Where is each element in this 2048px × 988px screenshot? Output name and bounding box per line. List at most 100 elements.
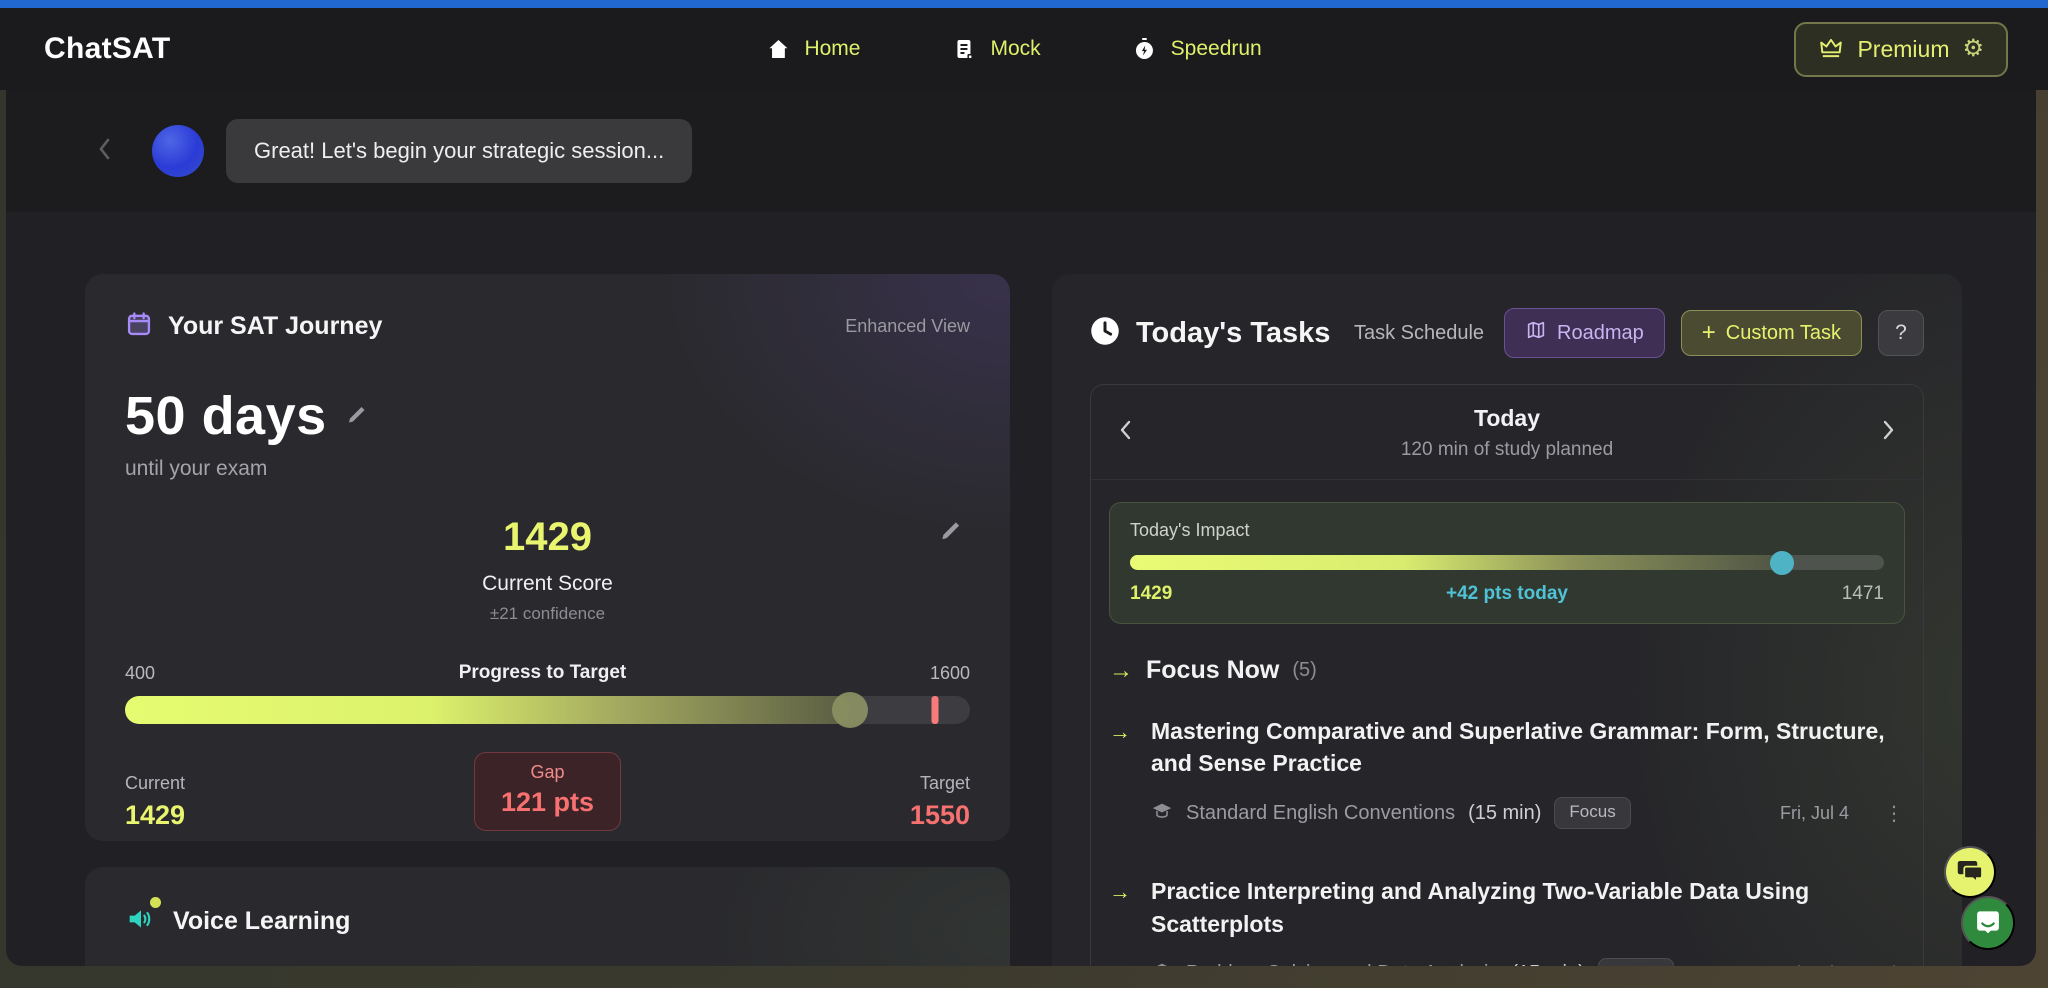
settings-gear-icon[interactable]: ⚙ — [1962, 35, 1984, 62]
focus-badge: Focus — [1597, 957, 1675, 966]
todays-impact-panel: Today's Impact 1429 +42 pts today 1471 — [1109, 502, 1905, 624]
nav-menu: Home Mock Speedrun — [766, 37, 1262, 61]
chat-fab-button[interactable] — [1944, 846, 1996, 898]
premium-label: Premium — [1857, 35, 1950, 62]
days-remaining-value: 50 days — [125, 386, 327, 446]
focus-now-heading: → Focus Now (5) — [1109, 656, 1905, 685]
chat-bubbles-icon — [1955, 856, 1985, 889]
mock-exam-icon — [952, 37, 976, 61]
task-list: → Mastering Comparative and Superlative … — [1109, 715, 1905, 966]
assistant-chat-strip: Great! Let's begin your strategic sessio… — [6, 90, 2036, 212]
target-stat-label: Target — [919, 773, 970, 793]
nav-item-mock[interactable]: Mock — [952, 37, 1041, 61]
messenger-smile-icon — [1973, 907, 2003, 940]
tasks-card-title: Today's Tasks — [1136, 316, 1331, 349]
app-logo: ChatSAT — [44, 32, 171, 65]
top-accent-bar — [0, 0, 2048, 8]
current-stat-value: 1429 — [125, 800, 186, 830]
nav-item-home[interactable]: Home — [766, 37, 860, 61]
schedule-panel: Today 120 min of study planned Today's I… — [1090, 384, 1924, 966]
enhanced-view-label: Enhanced View — [845, 316, 970, 336]
crown-icon — [1818, 35, 1844, 64]
nav-item-label: Speedrun — [1170, 37, 1262, 60]
custom-task-label: Custom Task — [1725, 321, 1841, 344]
home-icon — [766, 37, 790, 61]
task-menu-dots-icon[interactable]: ⋮ — [1884, 961, 1905, 966]
assistant-message-bubble: Great! Let's begin your strategic sessio… — [226, 119, 693, 183]
voice-learning-card: Voice Learning — [85, 867, 1010, 966]
voice-card-title: Voice Learning — [173, 907, 351, 935]
day-navigator: Today 120 min of study planned — [1091, 385, 1923, 480]
task-row[interactable]: → Practice Interpreting and Analyzing Tw… — [1109, 875, 1905, 966]
focus-badge: Focus — [1554, 797, 1631, 830]
task-title: Practice Interpreting and Analyzing Two-… — [1151, 878, 1810, 937]
premium-button[interactable]: Premium ⚙ — [1794, 21, 2008, 77]
day-caption: 120 min of study planned — [1400, 439, 1614, 460]
gap-label: Gap — [530, 762, 565, 782]
impact-from-value: 1429 — [1130, 583, 1173, 604]
gap-badge: Gap 121 pts — [473, 752, 622, 831]
sat-journey-card: Your SAT Journey Enhanced View 50 days u… — [85, 274, 1010, 949]
arrow-right-icon: → — [1109, 879, 1131, 905]
task-subject: Problem-Solving and Data Analysis — [1186, 962, 1498, 966]
progress-to-target-bar — [125, 692, 970, 728]
target-stat: Target 1550 — [910, 773, 970, 831]
roadmap-label: Roadmap — [1557, 321, 1644, 344]
impact-fill — [1130, 555, 1783, 570]
gap-value: 121 pts — [500, 787, 595, 817]
intercom-chat-button[interactable] — [1961, 896, 2015, 950]
custom-task-button[interactable]: + Custom Task — [1680, 310, 1862, 356]
assistant-avatar — [152, 125, 204, 177]
impact-label: Today's Impact — [1130, 520, 1250, 540]
target-score-tick — [931, 696, 938, 724]
target-stat-value: 1550 — [909, 800, 970, 830]
task-subject: Standard English Conventions — [1186, 801, 1456, 824]
progress-max-label: 1600 — [929, 662, 970, 683]
graduation-cap-icon — [1151, 800, 1173, 827]
nav-item-speedrun[interactable]: Speedrun — [1133, 37, 1262, 61]
progress-fill — [125, 696, 850, 724]
chat-prev-chevron-icon[interactable] — [94, 134, 116, 169]
previous-day-chevron-icon[interactable] — [1117, 417, 1135, 448]
nav-item-label: Home — [804, 37, 861, 60]
help-button[interactable]: ? — [1878, 310, 1924, 356]
current-score-block: 1429 Current Score ±21 confidence — [125, 515, 970, 624]
edit-score-pencil-icon[interactable] — [938, 517, 964, 548]
impact-knob — [1770, 550, 1795, 575]
impact-progress-bar — [1130, 550, 1884, 575]
edit-days-pencil-icon[interactable] — [345, 402, 369, 431]
progress-title: Progress to Target — [458, 662, 627, 683]
roadmap-button[interactable]: Roadmap — [1504, 308, 1665, 358]
clock-icon — [1090, 316, 1120, 351]
map-icon — [1525, 319, 1547, 347]
calendar-icon — [125, 310, 153, 343]
journey-card-title: Your SAT Journey — [168, 312, 383, 340]
nav-item-label: Mock — [990, 37, 1041, 60]
current-score-knob — [831, 692, 868, 728]
graduation-cap-icon — [1151, 960, 1173, 966]
voice-status-dot — [150, 897, 161, 908]
task-duration: (15 min) — [1468, 801, 1542, 824]
day-label: Today — [1473, 405, 1541, 431]
impact-to-value: 1471 — [1841, 583, 1884, 604]
main-panel: Great! Let's begin your strategic sessio… — [6, 90, 2036, 966]
speaker-icon — [125, 897, 161, 940]
task-row[interactable]: → Mastering Comparative and Superlative … — [1109, 715, 1905, 830]
days-caption: until your exam — [125, 457, 268, 480]
navbar: ChatSAT Home Mock Speedrun Premium ⚙ — [0, 8, 2048, 90]
plus-icon: + — [1701, 319, 1716, 346]
task-duration: (15 min) — [1511, 962, 1584, 966]
task-title: Mastering Comparative and Superlative Gr… — [1151, 718, 1885, 777]
next-day-chevron-icon[interactable] — [1879, 417, 1897, 448]
task-date: Fri, Jul 4 — [1780, 963, 1849, 966]
impact-gain-value: +42 pts today — [1446, 583, 1568, 604]
arrow-right-icon: → — [1109, 656, 1133, 684]
current-stat: Current 1429 — [125, 773, 185, 831]
current-stat-label: Current — [125, 773, 186, 793]
task-schedule-label: Task Schedule — [1353, 321, 1485, 344]
score-confidence-label: ±21 confidence — [489, 604, 606, 623]
current-score-label: Current Score — [482, 572, 613, 595]
task-date: Fri, Jul 4 — [1779, 802, 1849, 823]
todays-tasks-card: Today's Tasks Task Schedule Roadmap + Cu… — [1052, 274, 1962, 966]
task-menu-dots-icon[interactable]: ⋮ — [1884, 802, 1905, 825]
